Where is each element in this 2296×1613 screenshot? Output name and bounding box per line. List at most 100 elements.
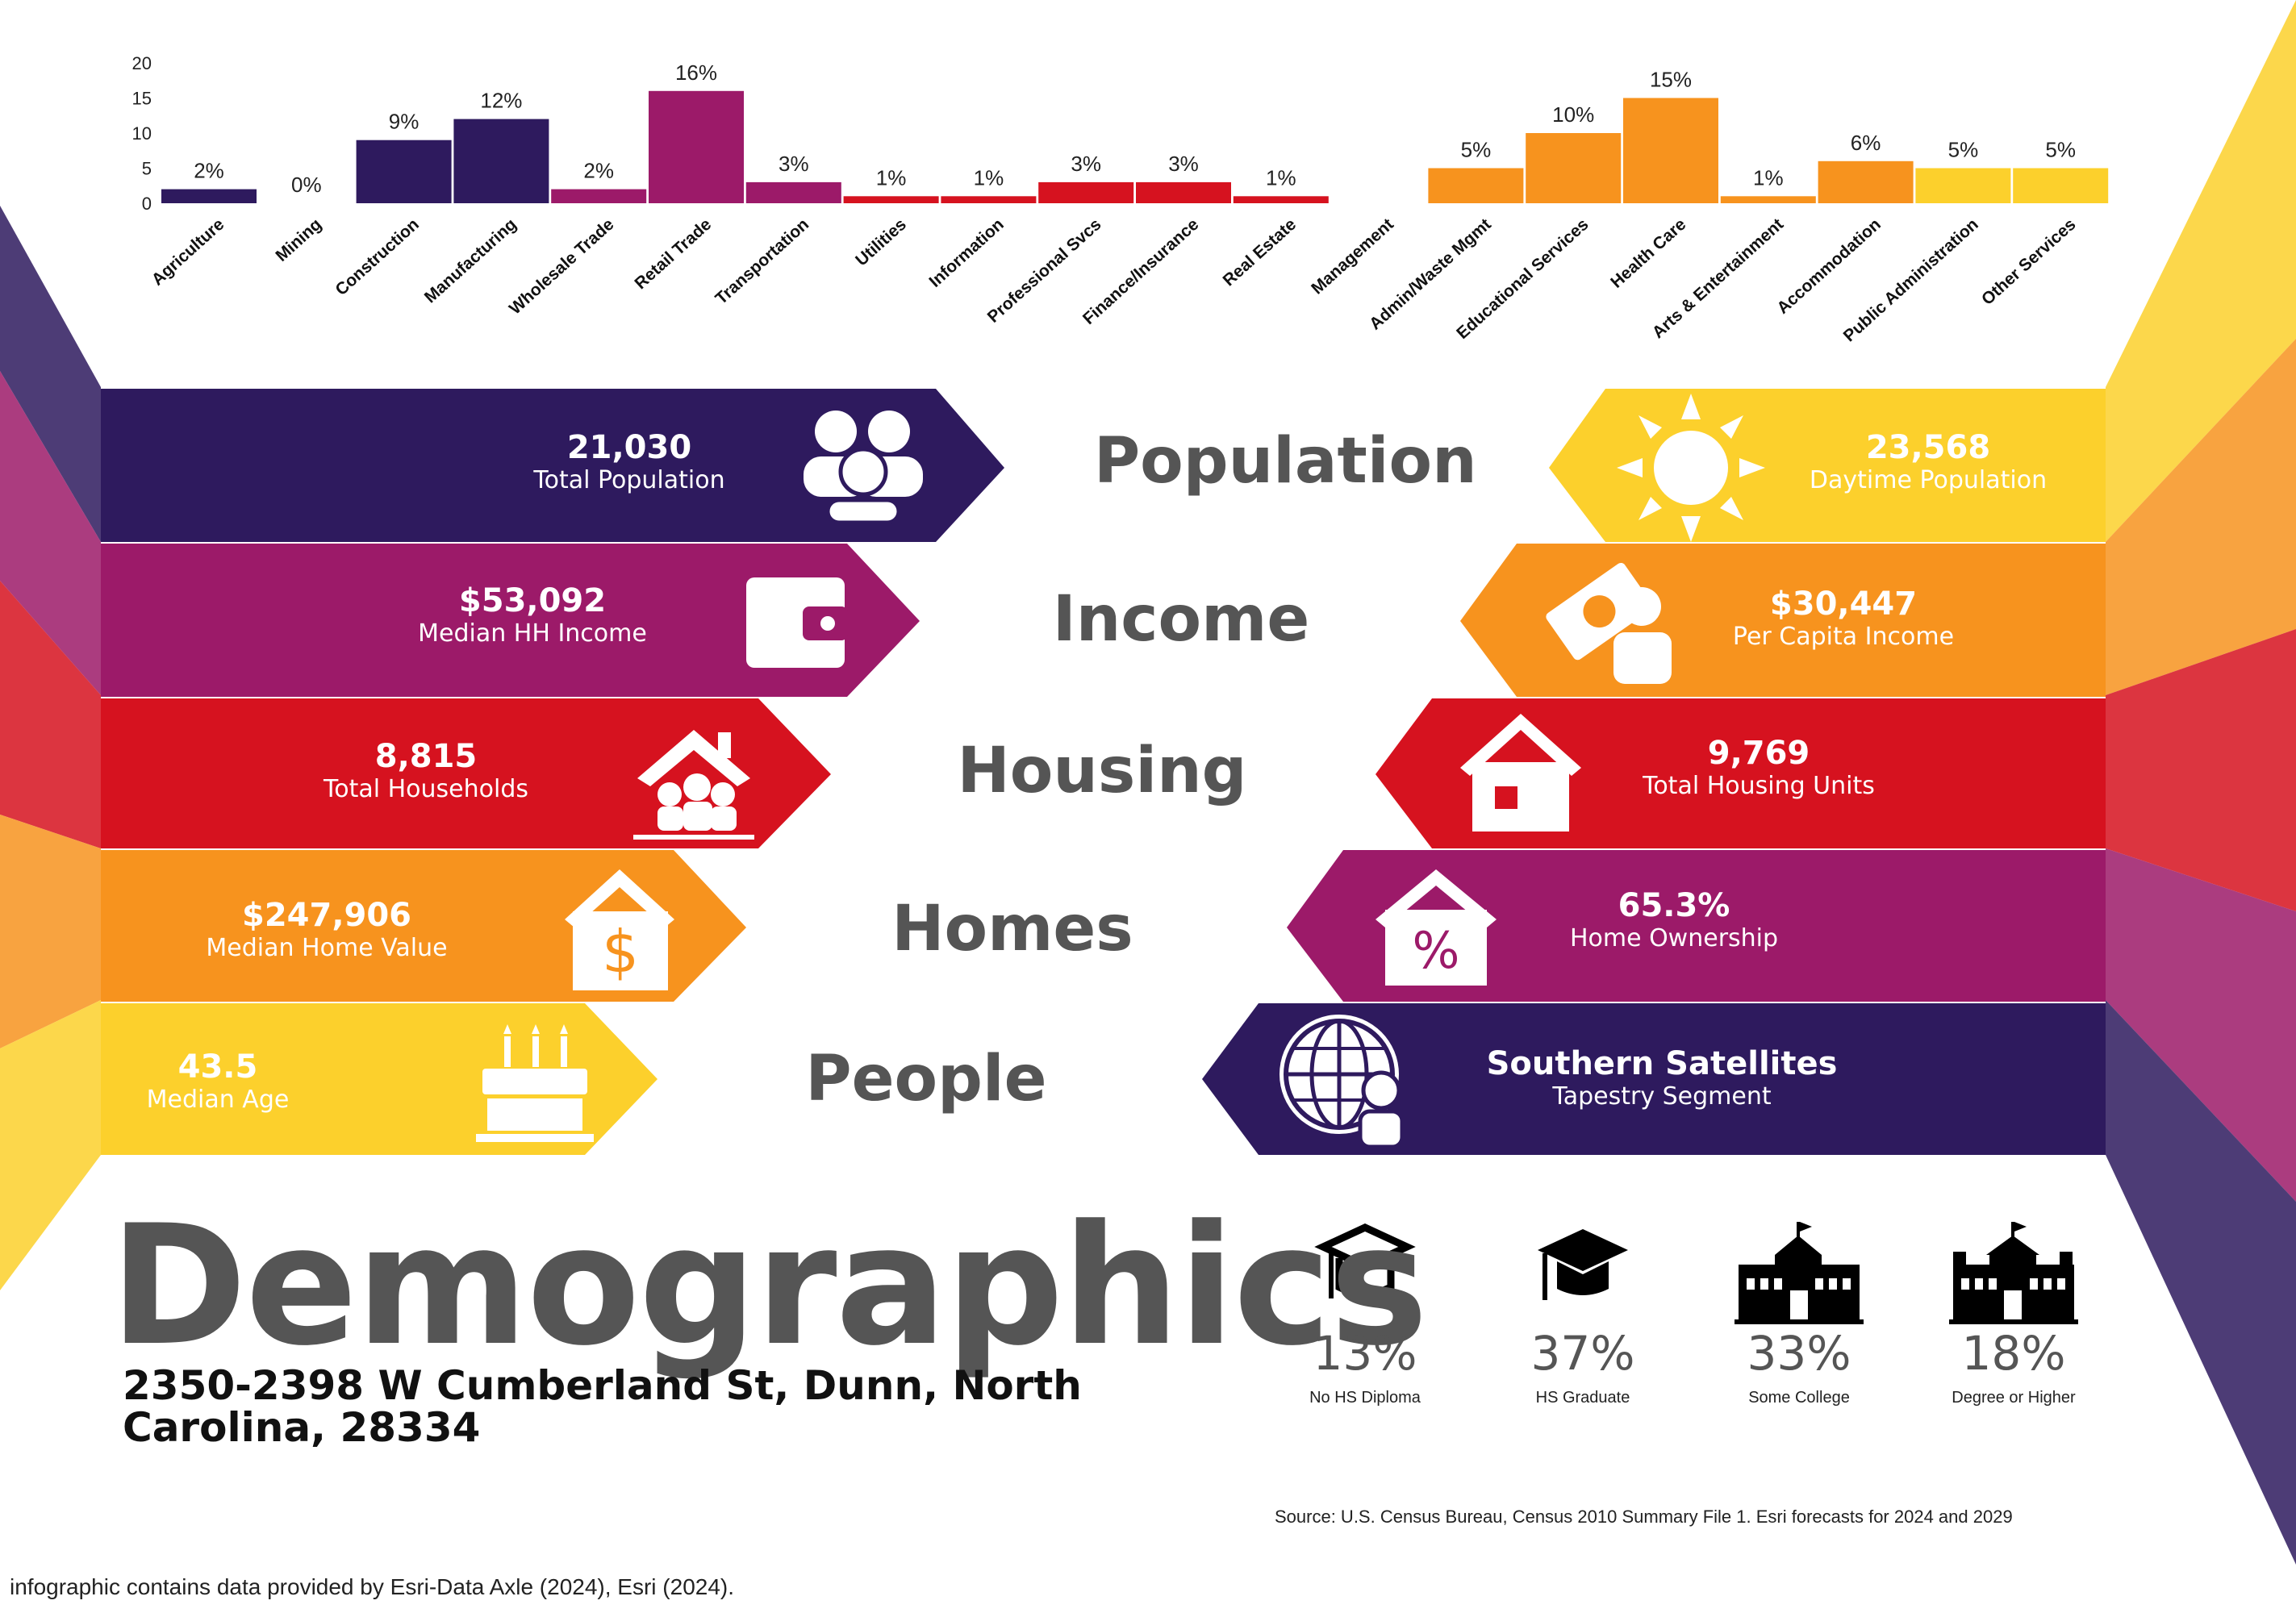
source-note: Source: U.S. Census Bureau, Census 2010 … [1275, 1507, 2013, 1527]
bar-accommodation [1818, 160, 1914, 203]
stat-label: Total Housing Units [1643, 772, 1875, 800]
x-tick-label: Retail Trade [631, 215, 715, 294]
bar-value-label: 16% [675, 60, 717, 85]
right-band-people [1202, 1003, 2106, 1155]
bar-admin-waste-mgmt [1428, 168, 1524, 203]
bar-value-label: 1% [974, 165, 1004, 190]
bar-value-label: 3% [1168, 152, 1199, 176]
bar-utilities [843, 196, 939, 203]
bar-value-label: 12% [480, 89, 522, 113]
education-degree-or-higher: 18% Degree or Higher [1921, 1315, 2106, 1407]
address: 2350-2398 W Cumberland St, Dunn, North C… [123, 1362, 1082, 1451]
left-wall-band [0, 206, 101, 542]
bar-value-label: 2% [583, 159, 614, 183]
stat-tapestry-segment: Southern Satellites Tapestry Segment [1468, 1045, 1856, 1111]
education-hs-graduate: 37% HS Graduate [1490, 1315, 1676, 1407]
bar-information [941, 196, 1037, 203]
education-percent: 33% [1747, 1326, 1851, 1381]
stat-total-households: 8,815 Total Households [289, 738, 563, 804]
x-tick-label: Utilities [852, 215, 910, 270]
bar-manufacturing [453, 119, 549, 203]
bar-wholesale-trade [551, 189, 647, 203]
x-tick-label: Transportation [712, 215, 813, 308]
wallet-icon [746, 577, 848, 668]
x-tick-label: Information [926, 215, 1008, 291]
bar-retail-trade [649, 90, 744, 203]
y-tick-label: 15 [132, 89, 152, 109]
x-tick-label: Management [1308, 215, 1397, 298]
bar-finance-insurance [1136, 181, 1231, 203]
bar-value-label: 5% [2045, 138, 2076, 162]
bar-agriculture [161, 189, 257, 203]
money-person-icon [1546, 562, 1672, 684]
graduation-cap-outline-icon [1314, 1223, 1416, 1298]
x-tick-label: Construction [332, 215, 422, 300]
stat-value: 8,815 [374, 738, 478, 775]
y-tick-label: 5 [142, 159, 152, 179]
education-percent: 37% [1530, 1326, 1635, 1381]
credit-note: infographic contains data provided by Es… [10, 1574, 735, 1599]
stat-value: 65.3% [1618, 887, 1730, 924]
stat-home-ownership: 65.3% Home Ownership [1541, 887, 1807, 953]
bar-professional-svcs [1038, 181, 1134, 203]
people-group-icon [804, 411, 923, 525]
left-wall-band [0, 815, 101, 1048]
education-percent: 13% [1313, 1326, 1417, 1381]
house-dollar-icon: $ [565, 869, 674, 990]
category-homes: Homes [891, 893, 1133, 965]
left-wall-band [0, 371, 101, 695]
stat-label: Median Age [146, 1086, 290, 1114]
x-tick-label: Accommodation [1773, 215, 1885, 318]
bar-health-care [1623, 98, 1718, 203]
right-wall-band [2106, 339, 2296, 695]
right-wall-band [2106, 1000, 2296, 1565]
y-tick-label: 0 [142, 194, 152, 214]
education-some-college: 33% Some College [1706, 1315, 1892, 1407]
bar-value-label: 1% [876, 165, 907, 190]
bar-value-label: 0% [291, 173, 322, 197]
stat-value: 9,769 [1707, 735, 1810, 772]
birthday-cake-icon [476, 1024, 594, 1142]
bar-construction [356, 140, 452, 203]
right-wall-band [2106, 629, 2296, 911]
category-housing: Housing [957, 735, 1247, 807]
bar-value-label: 5% [1461, 138, 1492, 162]
stat-label: Total Population [533, 466, 725, 494]
x-tick-label: Health Care [1607, 215, 1689, 292]
stat-value: 21,030 [566, 429, 692, 466]
stat-label: Daytime Population [1809, 466, 2048, 494]
stat-label: Median HH Income [418, 619, 647, 648]
stat-value: $247,906 [241, 897, 412, 934]
stat-median-age: 43.5 Median Age [121, 1048, 315, 1115]
stat-median-home-value: $247,906 Median Home Value [182, 897, 472, 963]
bar-value-label: 9% [389, 110, 420, 134]
globe-person-icon [1279, 1015, 1405, 1149]
bar-other-services [2013, 168, 2109, 203]
left-wall-band [0, 581, 101, 848]
stat-label: Per Capita Income [1732, 623, 1955, 651]
stat-label: Median Home Value [206, 934, 448, 962]
bar-public-administration [1915, 168, 2011, 203]
stat-per-capita-income: $30,447 Per Capita Income [1702, 586, 1985, 652]
bar-value-label: 3% [779, 152, 809, 176]
bar-value-label: 5% [1948, 138, 1979, 162]
stat-label: Home Ownership [1569, 924, 1779, 952]
industry-bar-chart: 0 5 10 15 20 2% 0% 9% 12% 2% 16% 3% 1% 1% 3% 3% 1% 5% 10%… [132, 53, 2109, 345]
education-label: Some College [1748, 1389, 1850, 1407]
bar-value-label: 1% [1753, 165, 1784, 190]
graduation-cap-icon [1538, 1229, 1628, 1300]
university-building-icon [1949, 1222, 2078, 1324]
house-icon [1460, 714, 1581, 832]
bar-value-label: 6% [1851, 131, 1881, 155]
stat-value: 23,568 [1865, 429, 1991, 466]
x-tick-label: Manufacturing [421, 215, 520, 307]
left-wall-band [0, 1000, 101, 1290]
page-title: Demographics [110, 1190, 1428, 1382]
education-no-hs-diploma: 13% No HS Diploma [1272, 1315, 1458, 1407]
svg-text:$: $ [602, 918, 639, 986]
stat-value: $53,092 [458, 582, 607, 619]
category-people: People [805, 1043, 1047, 1115]
stat-total-housing-units: 9,769 Total Housing Units [1622, 735, 1896, 801]
family-home-icon [633, 730, 754, 840]
